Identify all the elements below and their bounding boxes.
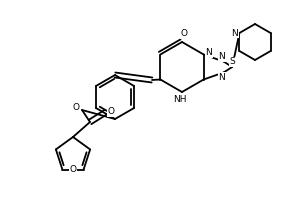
Text: O: O xyxy=(181,29,188,38)
Text: N: N xyxy=(231,28,238,38)
Text: N: N xyxy=(205,48,212,57)
Text: O: O xyxy=(107,108,115,116)
Text: O: O xyxy=(70,165,76,174)
Text: N: N xyxy=(218,52,225,61)
Text: NH: NH xyxy=(173,96,187,104)
Text: O: O xyxy=(73,102,80,112)
Text: S: S xyxy=(229,58,235,66)
Text: N: N xyxy=(218,73,225,82)
